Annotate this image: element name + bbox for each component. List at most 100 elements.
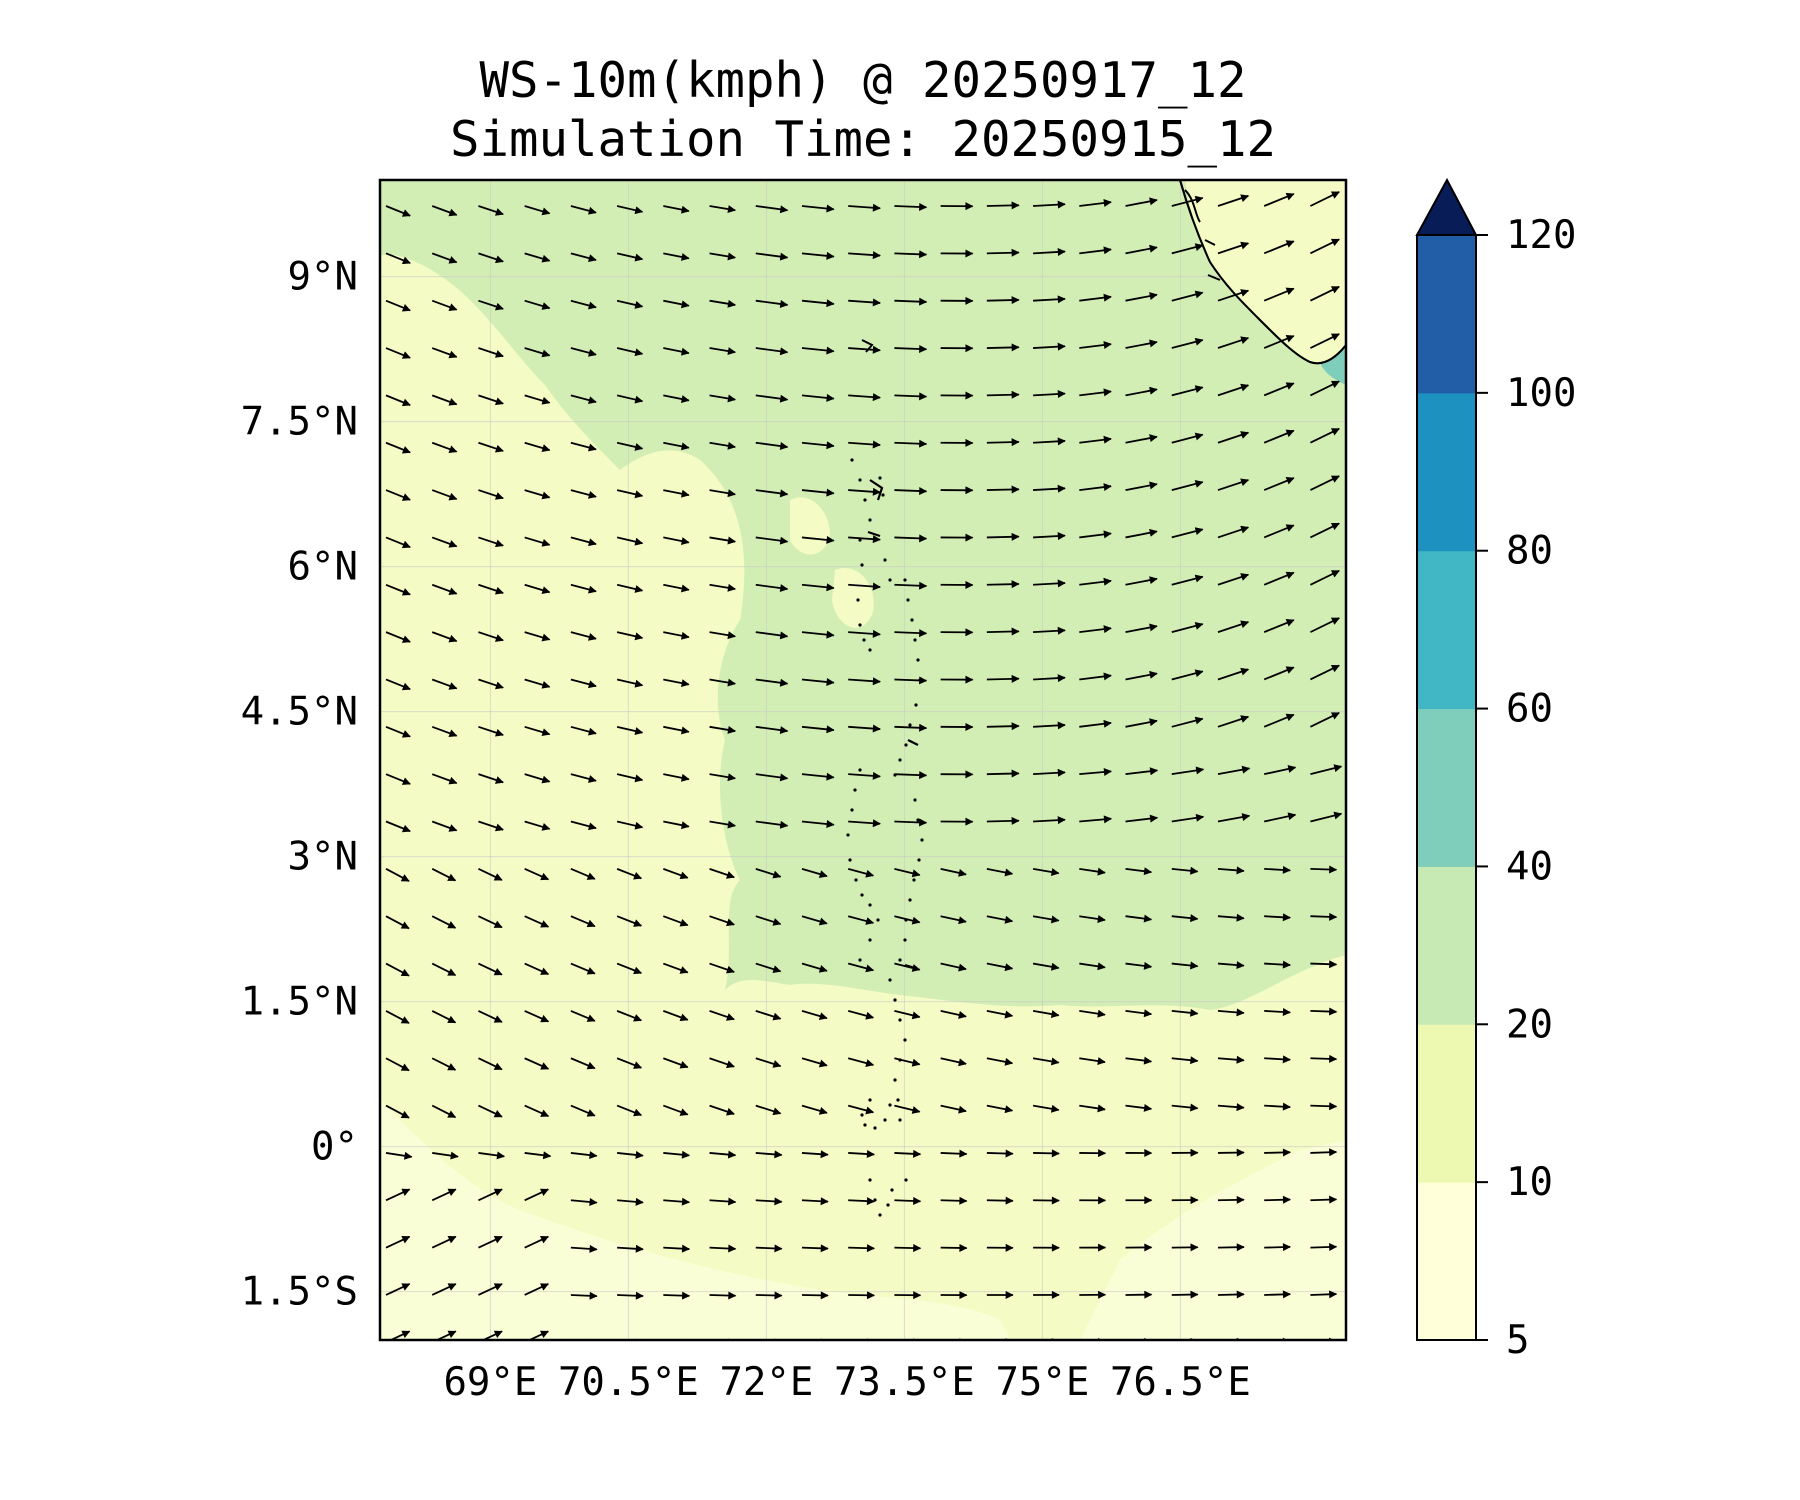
- wind-arrow: [385, 773, 411, 785]
- wind-arrow: [663, 915, 689, 927]
- colorbar-tick-label: 40: [1506, 844, 1553, 889]
- wind-arrow: [1217, 1290, 1245, 1299]
- wind-arrow: [524, 1057, 550, 1070]
- wind-arrow: [1310, 333, 1340, 349]
- wind-arrow: [1217, 194, 1250, 207]
- wind-arrow: [524, 868, 550, 881]
- wind-arrow: [1032, 1104, 1060, 1113]
- wind-arrow: [1263, 666, 1295, 681]
- wind-arrow: [1033, 626, 1066, 635]
- wind-arrow: [894, 867, 921, 878]
- longitude-labels: 69°E 70.5°E 72°E 73.5°E 75°E 76.5°E: [443, 1360, 1250, 1405]
- wind-arrow: [755, 867, 782, 879]
- atoll-dot: [903, 578, 907, 582]
- wind-arrow: [801, 393, 835, 402]
- wind-arrow: [1079, 815, 1112, 824]
- wind-arrow: [1079, 672, 1112, 681]
- wind-arrow: [1310, 1195, 1338, 1204]
- wind-arrow: [894, 629, 928, 638]
- atoll-dot: [848, 858, 852, 862]
- wind-arrow: [986, 722, 1020, 731]
- wind-arrow: [524, 299, 551, 310]
- wind-arrow: [524, 441, 551, 452]
- wind-arrow: [524, 394, 551, 405]
- wind-arrow: [431, 1235, 457, 1249]
- wind-arrow: [1171, 243, 1204, 255]
- latitude-tick-label: 0°: [311, 1125, 358, 1170]
- wind-arrow: [1263, 477, 1295, 491]
- wind-arrow: [1236, 1337, 1245, 1340]
- wind-arrow: [894, 1057, 921, 1067]
- atoll-dot: [868, 938, 872, 942]
- atoll-dot: [904, 1178, 908, 1182]
- wind-arrow: [801, 299, 835, 308]
- atoll-dot: [858, 478, 862, 482]
- wind-arrow: [1032, 1010, 1060, 1019]
- wind-arrow: [801, 441, 835, 450]
- wind-arrow: [478, 915, 503, 929]
- wind-arrow: [616, 725, 644, 735]
- wind-arrow: [801, 915, 828, 926]
- wind-arrow: [801, 535, 835, 544]
- wind-arrow: [709, 868, 735, 879]
- wind-arrow: [709, 773, 736, 782]
- atoll-dot: [906, 598, 910, 602]
- wind-arrow: [1264, 1055, 1291, 1064]
- wind-arrow: [663, 1150, 690, 1159]
- wind-arrow: [1033, 721, 1066, 730]
- wind-arrow: [524, 915, 550, 928]
- atoll-dot: [856, 598, 860, 602]
- wind-arrow: [848, 677, 881, 686]
- wind-arrow: [1032, 962, 1060, 971]
- wind-arrow: [616, 962, 643, 975]
- wind-arrow: [801, 867, 828, 878]
- wind-arrow: [1310, 1290, 1338, 1299]
- wind-arrow: [616, 773, 644, 783]
- wind-arrow: [755, 1104, 782, 1116]
- wind-arrow: [1310, 238, 1340, 255]
- wind-arrow: [709, 536, 736, 545]
- wind-arrow: [385, 583, 411, 596]
- atoll-dot: [908, 723, 912, 727]
- wind-arrow: [755, 678, 789, 687]
- wind-arrow: [986, 1010, 1014, 1019]
- wind-arrow: [1310, 711, 1340, 728]
- wind-arrow: [524, 1104, 550, 1118]
- wind-arrow: [385, 394, 411, 407]
- atoll-dot: [886, 1203, 890, 1207]
- wind-arrow: [570, 299, 597, 310]
- wind-arrow: [616, 1104, 643, 1117]
- map-frame: [378, 178, 1348, 1342]
- wind-arrow: [1310, 1054, 1338, 1063]
- wind-arrow: [663, 299, 690, 309]
- wind-arrow: [940, 962, 967, 972]
- wind-arrow: [1310, 811, 1343, 823]
- wind-arrow: [1125, 1009, 1153, 1018]
- wind-arrow: [616, 441, 644, 451]
- wind-arrow: [1033, 342, 1066, 351]
- wind-arrow: [1033, 816, 1066, 825]
- wind-arrow: [663, 1104, 689, 1116]
- wind-arrow: [755, 915, 782, 926]
- wind-arrow: [755, 536, 789, 545]
- wind-arrow: [478, 394, 504, 406]
- wind-arrow: [1310, 617, 1340, 633]
- wind-arrow: [894, 250, 928, 259]
- wind-arrow: [1033, 390, 1066, 398]
- wind-arrow: [1310, 1148, 1338, 1157]
- wind-arrow: [1171, 290, 1204, 302]
- wind-arrow: [617, 1150, 644, 1159]
- latitude-tick-label: 4.5°N: [241, 690, 358, 735]
- wind-arrow: [1310, 191, 1340, 207]
- wind-arrow: [755, 489, 789, 498]
- india-land-detail: [1184, 189, 1221, 281]
- atoll-dot: [876, 918, 880, 922]
- wind-arrow: [894, 1010, 921, 1020]
- wind-arrow: [894, 1196, 922, 1205]
- wind-arrow: [524, 725, 551, 737]
- wind-arrow: [1032, 1057, 1060, 1066]
- atoll-dot: [913, 798, 917, 802]
- wind-arrow: [1310, 380, 1340, 397]
- wind-arrow: [847, 962, 875, 973]
- wind-arrow: [709, 299, 736, 308]
